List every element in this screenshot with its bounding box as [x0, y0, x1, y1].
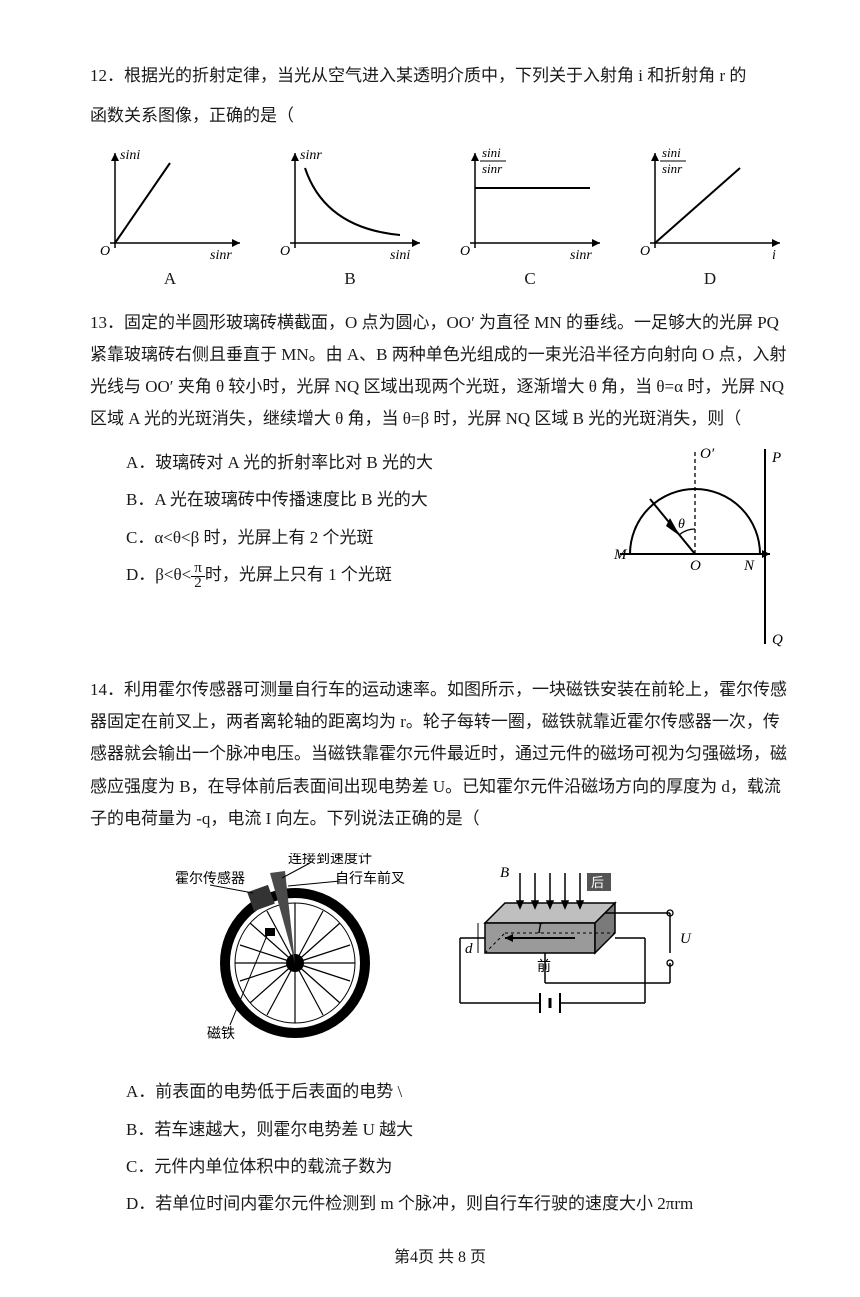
svg-text:U: U	[680, 931, 692, 947]
q13-opt-D: D．β<θ<π2时，光屏上只有 1 个光斑	[126, 556, 600, 593]
q14-opt-C: C．元件内单位体积中的载流子数为	[126, 1148, 790, 1185]
svg-text:自行车前叉: 自行车前叉	[335, 870, 405, 887]
svg-text:sini: sini	[482, 145, 501, 160]
svg-text:Q: Q	[772, 632, 783, 648]
svg-text:I: I	[536, 921, 543, 937]
page-number: 第4页 共 8 页	[90, 1243, 790, 1267]
q14-opt-A: A．前表面的电势低于后表面的电势 \	[126, 1073, 790, 1110]
svg-text:sini: sini	[390, 248, 410, 263]
svg-text:B: B	[500, 865, 509, 881]
q12-label-A: A	[164, 269, 176, 289]
svg-text:O′: O′	[700, 446, 715, 462]
q14-options: A．前表面的电势低于后表面的电势 \ B．若车速越大，则霍尔电势差 U 越大 C…	[90, 1073, 790, 1223]
q12-stem-line1: 12．根据光的折射定律，当光从空气进入某透明介质中，下列关于入射角 i 和折射角…	[90, 60, 790, 92]
svg-text:sinr: sinr	[482, 161, 503, 176]
svg-text:前: 前	[537, 958, 551, 975]
q12-chartA-svg: O sini sinr	[90, 143, 250, 263]
q12-label-C: C	[524, 269, 535, 289]
svg-text:O: O	[690, 558, 701, 574]
svg-text:d: d	[465, 941, 473, 957]
q14-figures: 霍尔传感器 连接到速度计 自行车前叉 磁铁	[90, 853, 790, 1043]
q14-wheel-svg: 霍尔传感器 连接到速度计 自行车前叉 磁铁	[175, 853, 405, 1043]
q12-chart-C: O sini sinr sinr C	[450, 143, 610, 289]
q12-chart-B: O sinr sini B	[270, 143, 430, 289]
q13-svg: M N O O′ P Q θ	[610, 444, 790, 654]
q12-stem-line2: 函数关系图像，正确的是（	[90, 100, 790, 132]
q14-stem: 14．利用霍尔传感器可测量自行车的运动速率。如图所示，一块磁铁安装在前轮上，霍尔…	[90, 674, 790, 835]
exam-page: 12．根据光的折射定律，当光从空气进入某透明介质中，下列关于入射角 i 和折射角…	[0, 0, 860, 1297]
q13-opt-A: A．玻璃砖对 A 光的折射率比对 B 光的大	[126, 444, 600, 481]
svg-text:sinr: sinr	[210, 248, 232, 263]
svg-text:连接到速度计: 连接到速度计	[288, 853, 372, 867]
q13-diagram: M N O O′ P Q θ	[610, 444, 790, 654]
svg-text:M: M	[613, 547, 628, 563]
svg-text:sinr: sinr	[300, 148, 322, 163]
q14-opt-D: D．若单位时间内霍尔元件检测到 m 个脉冲，则自行车行驶的速度大小 2πrm	[126, 1185, 790, 1222]
q12-chartD-svg: O sini sinr i	[630, 143, 790, 263]
q12-chart-D: O sini sinr i D	[630, 143, 790, 289]
svg-text:P: P	[771, 450, 781, 466]
svg-text:θ: θ	[678, 517, 685, 532]
svg-text:sinr: sinr	[662, 161, 683, 176]
svg-text:O: O	[460, 244, 470, 259]
q12-label-B: B	[344, 269, 355, 289]
svg-text:N: N	[743, 558, 755, 574]
q12-chart-A: O sini sinr A	[90, 143, 250, 289]
q13-body: A．玻璃砖对 A 光的折射率比对 B 光的大 B．A 光在玻璃砖中传播速度比 B…	[90, 444, 790, 654]
svg-text:后: 后	[591, 875, 604, 890]
q12-chartB-svg: O sinr sini	[270, 143, 430, 263]
q13-opt-C: C．α<θ<β 时，光屏上有 2 个光斑	[126, 519, 600, 556]
q13-opt-B: B．A 光在玻璃砖中传播速度比 B 光的大	[126, 481, 600, 518]
svg-text:O: O	[280, 244, 290, 259]
q14-opt-B: B．若车速越大，则霍尔电势差 U 越大	[126, 1111, 790, 1148]
svg-text:sini: sini	[662, 145, 681, 160]
svg-text:O: O	[640, 244, 650, 259]
svg-text:sinr: sinr	[570, 248, 592, 263]
q14-halls-svg: B I U d 前 后 后	[445, 853, 705, 1023]
q12-label-D: D	[704, 269, 716, 289]
q12-chartC-svg: O sini sinr sinr	[450, 143, 610, 263]
q13-options: A．玻璃砖对 A 光的折射率比对 B 光的大 B．A 光在玻璃砖中传播速度比 B…	[90, 444, 600, 594]
q13-stem: 13．固定的半圆形玻璃砖横截面，O 点为圆心，OO′ 为直径 MN 的垂线。一足…	[90, 307, 790, 436]
svg-text:O: O	[100, 244, 110, 259]
svg-text:sini: sini	[120, 148, 140, 163]
svg-text:i: i	[772, 248, 776, 263]
q12-charts-row: O sini sinr A O sinr sini B	[90, 143, 790, 289]
svg-text:磁铁: 磁铁	[207, 1026, 235, 1042]
svg-text:霍尔传感器: 霍尔传感器	[175, 870, 245, 887]
